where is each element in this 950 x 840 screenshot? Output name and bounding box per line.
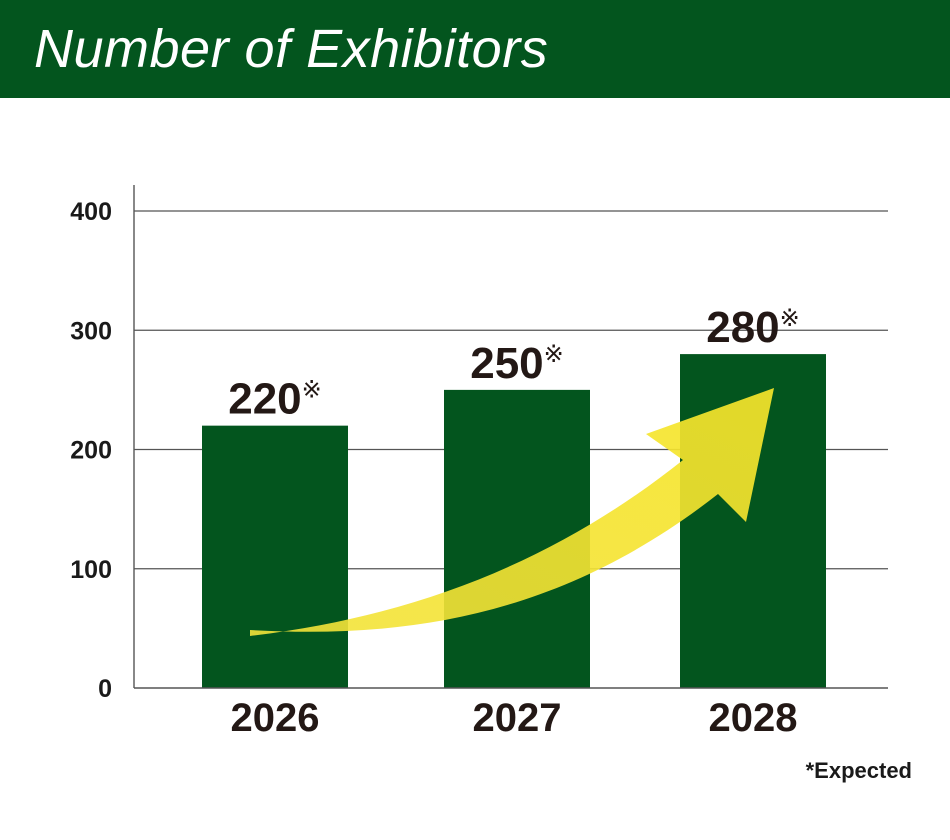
y-tick-label: 300 [70, 317, 112, 345]
y-tick-label: 400 [70, 198, 112, 226]
data-label-2026: 220※ [228, 375, 322, 424]
x-tick-label-2027: 2027 [473, 696, 562, 740]
x-tick-label-2028: 2028 [709, 696, 798, 740]
x-tick-label-2026: 2026 [231, 696, 320, 740]
header-banner: Number of Exhibitors [0, 0, 950, 98]
data-label-2027: 250※ [470, 339, 564, 388]
footnote: *Expected [805, 758, 912, 783]
bar-2026 [202, 425, 348, 688]
chart-title: Number of Exhibitors [34, 19, 549, 79]
y-tick-label: 100 [70, 556, 112, 584]
data-label-2028: 280※ [706, 303, 800, 352]
y-tick-label: 0 [98, 675, 112, 703]
trend-arrow [250, 388, 774, 636]
y-tick-label: 200 [70, 437, 112, 465]
